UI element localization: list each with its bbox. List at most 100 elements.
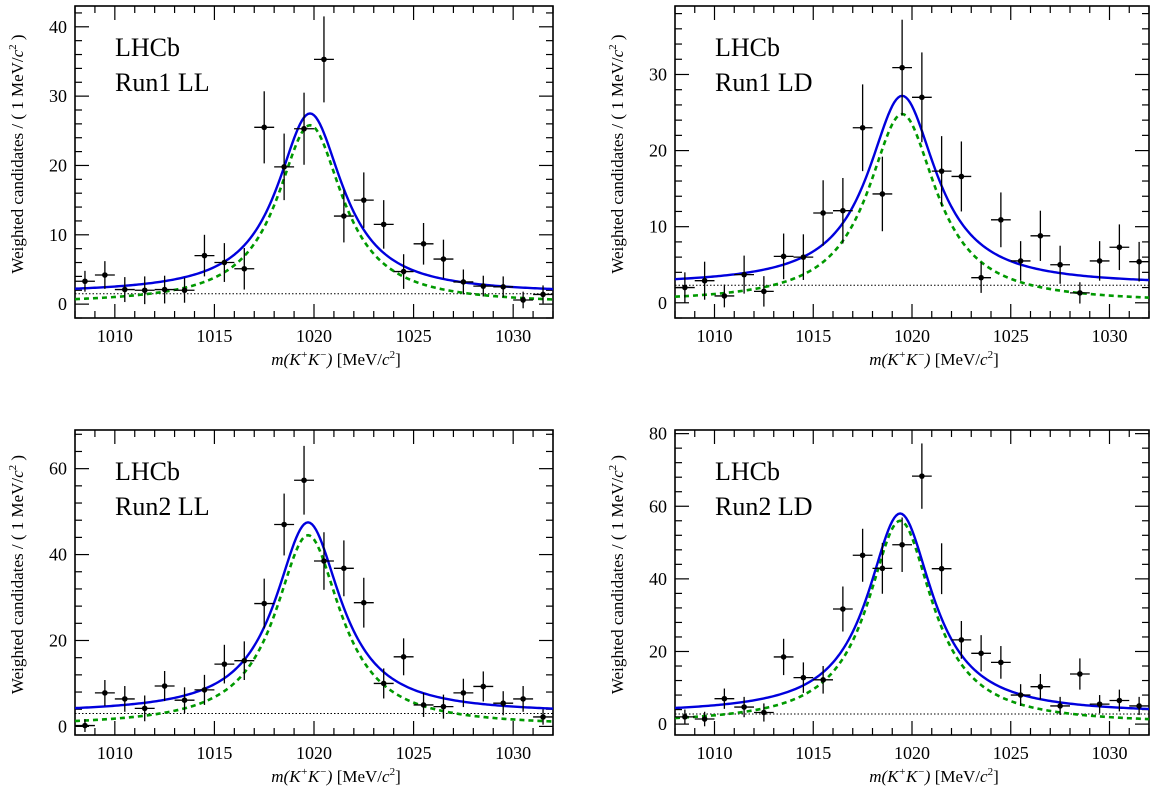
x-tick-label: 1030 xyxy=(495,326,531,346)
data-point xyxy=(460,690,467,696)
x-label-end: ] xyxy=(993,767,999,786)
x-label-var: m(K xyxy=(271,350,302,369)
x-axis-label: m(K+K−) [MeV/c2] xyxy=(271,766,400,786)
y-tick-label: 40 xyxy=(649,569,667,589)
data-point xyxy=(360,197,367,203)
x-label-end: ] xyxy=(395,767,401,786)
x-tick-label: 1030 xyxy=(1092,326,1128,346)
x-axis-label: m(K+K−) [MeV/c2] xyxy=(869,349,998,369)
y-label-c: c xyxy=(608,49,627,57)
data-point xyxy=(460,279,467,285)
experiment-label: LHCb xyxy=(715,33,780,62)
y-label-end: ) xyxy=(608,34,627,44)
signal-fit-curve xyxy=(75,533,553,723)
x-label-c: c xyxy=(382,767,390,786)
data-point xyxy=(301,125,307,132)
data-point xyxy=(1116,244,1123,251)
x-label-mid: K xyxy=(905,767,919,786)
data-point xyxy=(1017,258,1024,264)
y-label-main: Weighted candidates / ( 1 MeV/ xyxy=(8,57,27,274)
data-point xyxy=(281,521,287,528)
data-point xyxy=(1136,258,1142,265)
data-point xyxy=(400,268,407,275)
fit-curves xyxy=(75,112,553,301)
data-point xyxy=(540,291,546,298)
total-fit-curve xyxy=(75,521,553,710)
y-label-end: ) xyxy=(8,34,27,44)
x-tick-label: 1020 xyxy=(894,326,930,346)
experiment-label: LHCb xyxy=(715,457,780,486)
y-label-c: c xyxy=(8,49,27,57)
data-point xyxy=(520,297,526,303)
dataset-label: Run2 LD xyxy=(715,492,813,521)
data-point xyxy=(221,259,228,266)
x-tick-label: 1015 xyxy=(795,326,831,346)
x-label-close: ) xyxy=(924,767,935,786)
total-fit-curve xyxy=(675,512,1149,711)
data-point xyxy=(879,565,886,572)
y-tick-label: 10 xyxy=(649,217,667,237)
fit-curves xyxy=(675,94,1149,299)
data-point xyxy=(701,716,708,722)
signal-fit-curve xyxy=(675,519,1149,721)
y-label-c: c xyxy=(8,470,27,478)
data-point xyxy=(840,207,846,214)
data-point xyxy=(121,286,128,293)
x-label-var: m(K xyxy=(869,350,900,369)
data-point xyxy=(741,271,747,278)
x-tick-label: 1020 xyxy=(296,326,332,346)
data-point xyxy=(938,565,945,572)
data-point xyxy=(341,565,347,572)
data-point xyxy=(1037,683,1044,690)
x-label-mid: K xyxy=(307,767,321,786)
y-axis-label: Weighted candidates / ( 1 MeV/c2 ) xyxy=(607,455,627,694)
data-point xyxy=(958,637,965,643)
data-point xyxy=(102,690,108,696)
y-label-main: Weighted candidates / ( 1 MeV/ xyxy=(8,478,27,695)
data-point xyxy=(82,278,88,285)
data-point xyxy=(321,558,327,564)
y-tick-label: 0 xyxy=(58,716,67,736)
x-tick-label: 1015 xyxy=(196,326,232,346)
x-label-sup3: 2 xyxy=(988,766,994,778)
data-point xyxy=(978,650,984,657)
data-point xyxy=(480,683,487,690)
data-point xyxy=(919,94,925,101)
y-label-c: c xyxy=(608,470,627,478)
data-point xyxy=(181,287,188,294)
data-point xyxy=(682,284,688,291)
data-point xyxy=(480,283,487,289)
x-label-close: ) xyxy=(924,350,935,369)
data-point xyxy=(1096,701,1103,707)
data-point xyxy=(800,254,807,260)
data-point xyxy=(1116,697,1123,704)
data-point xyxy=(1096,258,1103,264)
x-label-sup2: − xyxy=(319,766,326,778)
data-points xyxy=(75,445,553,732)
x-tick-label: 1025 xyxy=(396,743,432,763)
y-tick-label: 40 xyxy=(49,17,67,37)
x-label-sup3: 2 xyxy=(390,349,396,361)
y-tick-label: 0 xyxy=(658,293,667,313)
data-point xyxy=(701,277,708,284)
x-tick-label: 1010 xyxy=(97,326,133,346)
data-point xyxy=(919,473,925,479)
x-tick-label: 1030 xyxy=(1092,743,1128,763)
data-point xyxy=(221,661,228,667)
data-point xyxy=(360,599,367,606)
x-tick-label: 1010 xyxy=(97,743,133,763)
fit-curves xyxy=(75,521,553,723)
x-tick-label: 1010 xyxy=(697,743,733,763)
x-label-unit: [MeV/ xyxy=(337,767,383,786)
data-point xyxy=(121,696,128,702)
data-point xyxy=(741,704,747,710)
x-label-sup1: + xyxy=(899,349,906,361)
total-fit-curve xyxy=(75,112,553,291)
y-tick-label: 80 xyxy=(649,424,667,444)
y-tick-label: 30 xyxy=(49,86,67,106)
dataset-label: Run1 LD xyxy=(715,68,813,97)
signal-fit-curve xyxy=(75,123,553,301)
data-point xyxy=(201,252,208,259)
